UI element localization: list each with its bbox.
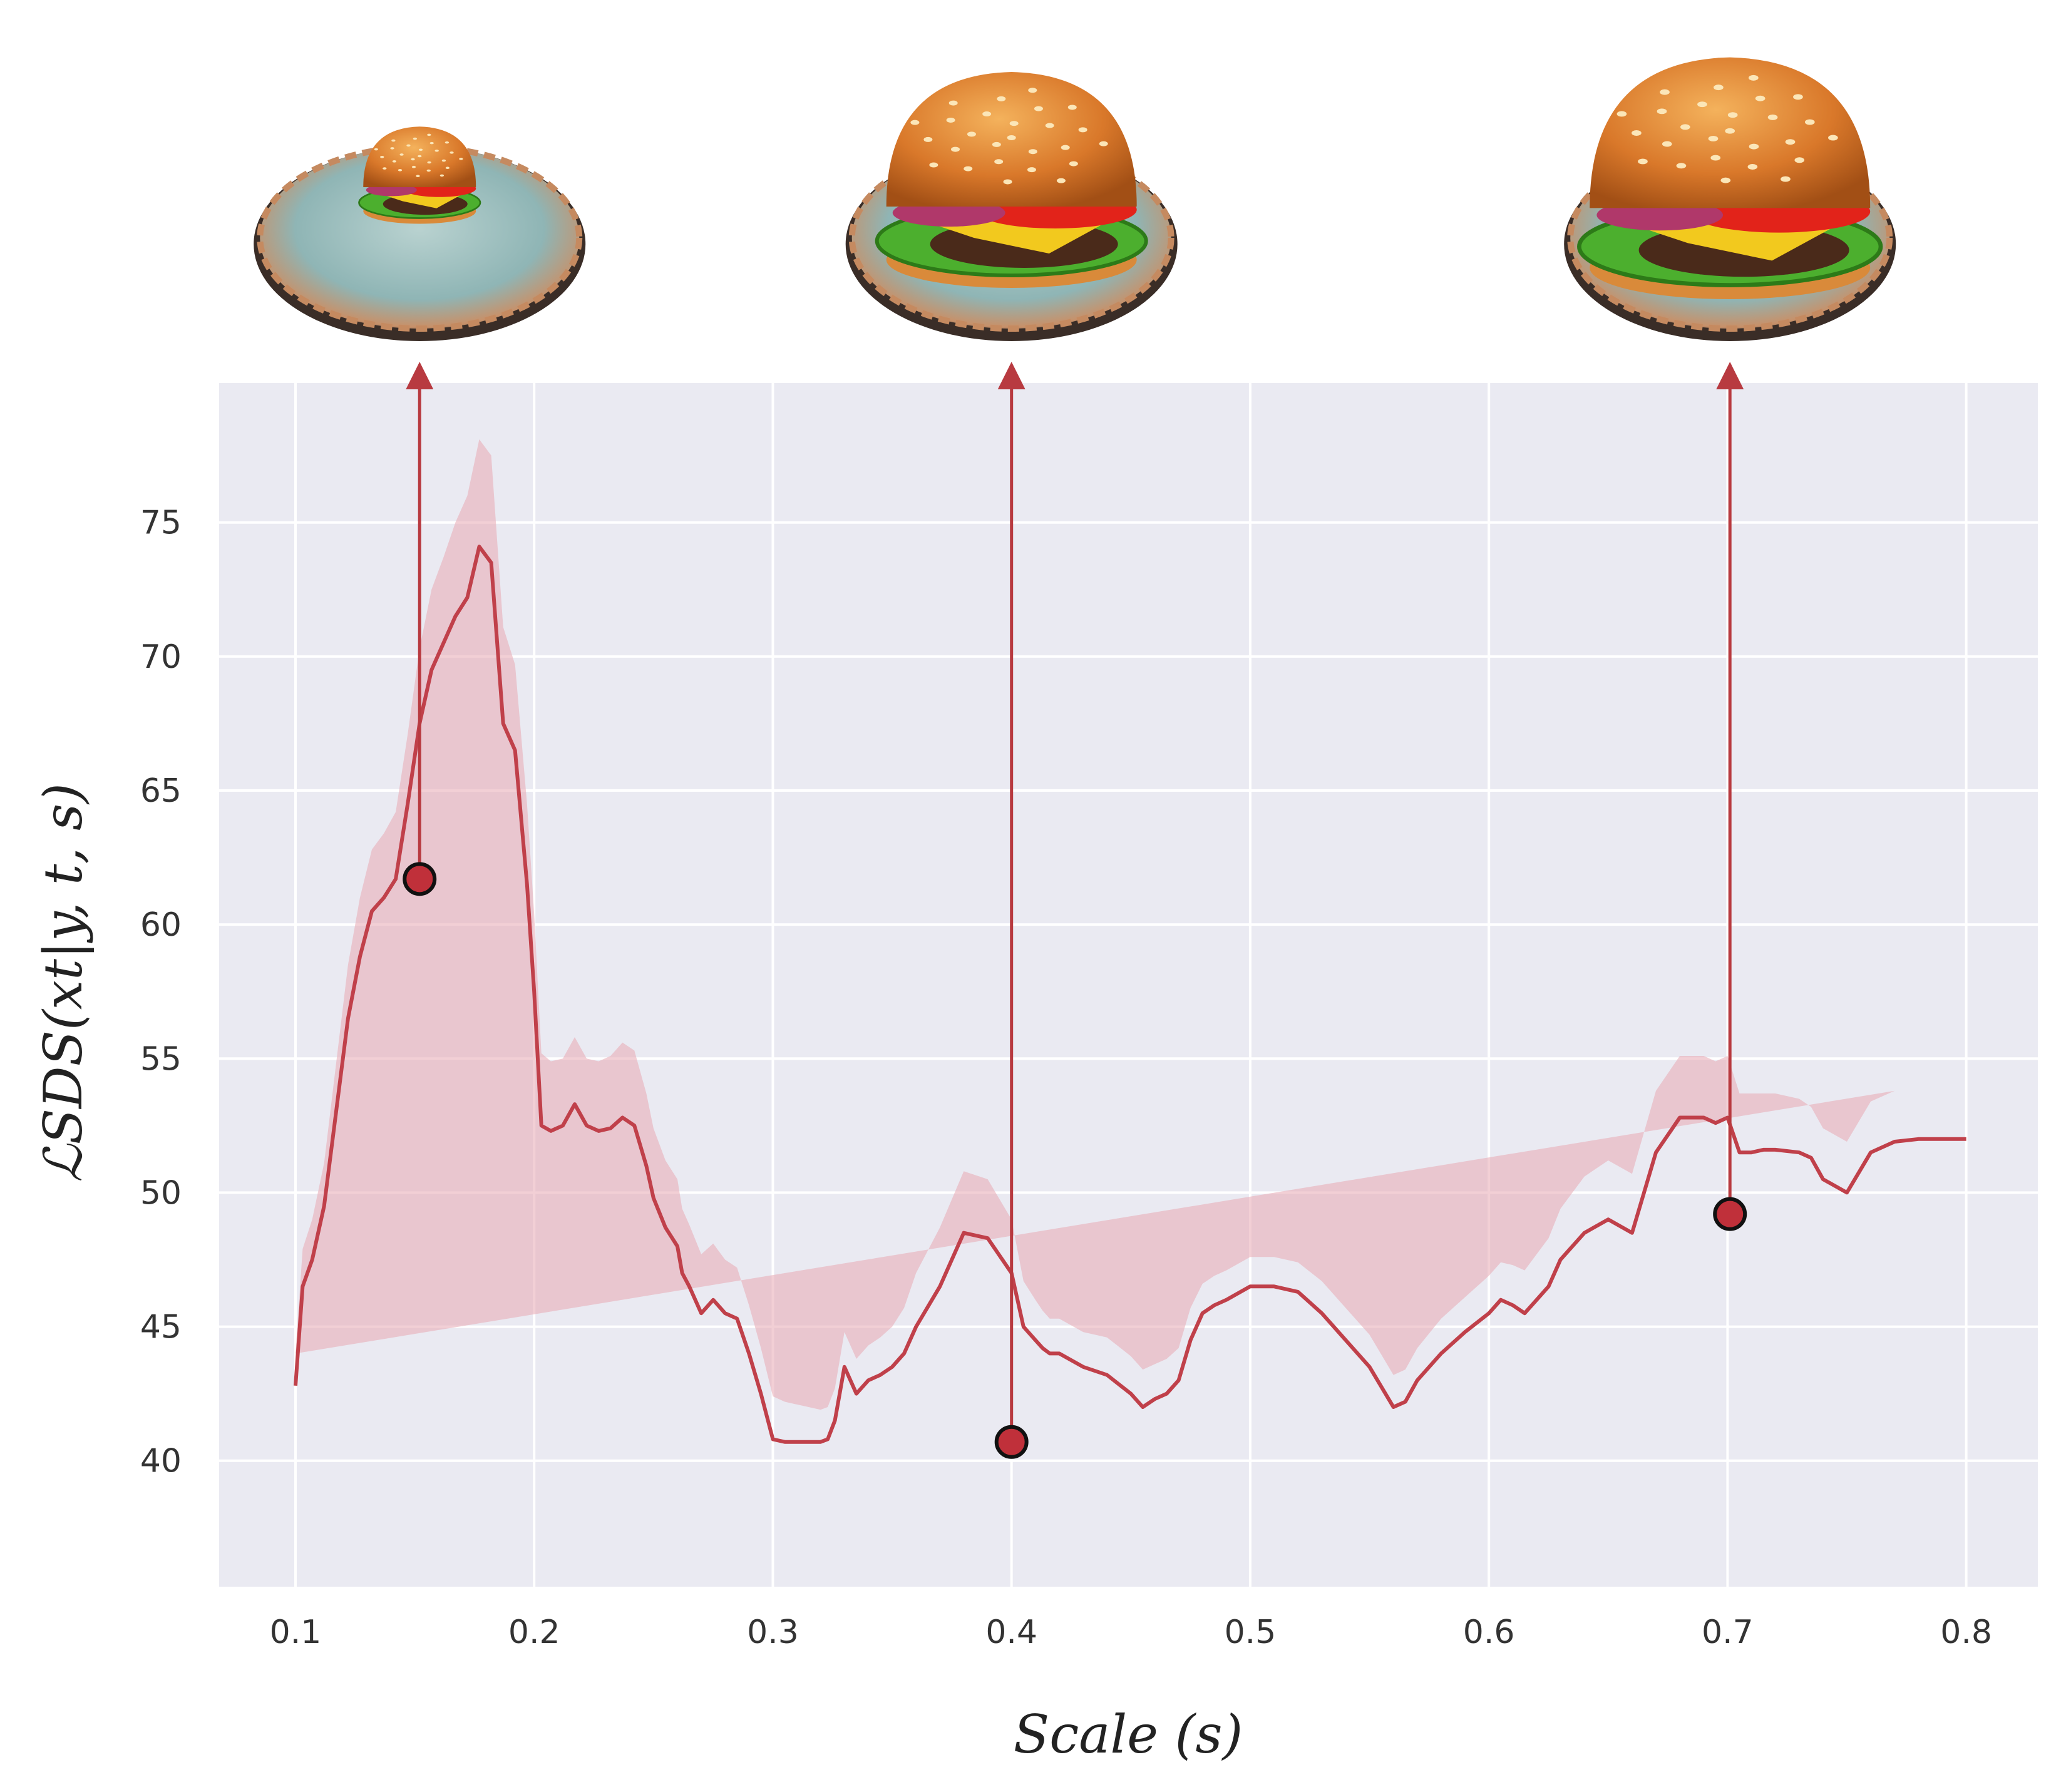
- burger-thumbnail: [254, 126, 586, 341]
- y-tick-label: 70: [140, 638, 182, 676]
- y-tick-label: 60: [140, 906, 182, 944]
- x-tick-label: 0.7: [1702, 1614, 1754, 1651]
- x-tick-label: 0.2: [508, 1614, 560, 1651]
- burger-thumbnail: [1564, 57, 1896, 341]
- x-tick-label: 0.8: [1940, 1614, 1992, 1651]
- y-tick-label: 45: [140, 1309, 182, 1346]
- highlighted-point: [994, 1425, 1029, 1459]
- y-tick-label: 65: [140, 772, 182, 810]
- y-axis-title: ℒSDS(xt|y, t, s): [33, 783, 94, 1182]
- thumbnail-layer: [254, 57, 1896, 341]
- confidence-band: [296, 439, 1895, 1410]
- confidence-band-layer: [296, 439, 1895, 1410]
- highlighted-point-layer: [403, 862, 1747, 1459]
- x-tick-label: 0.5: [1225, 1614, 1277, 1651]
- loss-series-line: [294, 545, 1966, 1444]
- burger-thumbnail: [845, 72, 1178, 341]
- series-line-layer: [294, 545, 1966, 1444]
- y-tick-label: 50: [140, 1174, 182, 1212]
- x-tick-label: 0.1: [270, 1614, 322, 1651]
- x-tick-label: 0.3: [747, 1614, 799, 1651]
- y-tick-label: 40: [140, 1443, 182, 1480]
- x-tick-label: 0.6: [1463, 1614, 1515, 1651]
- highlighted-point: [403, 862, 437, 896]
- tick-label-layer: 0.1 0.2 0.3 0.4 0.5 0.6 0.7 0.8 40 45 50 55 60 65 70 75: [140, 504, 1992, 1651]
- x-axis-title: Scale (s): [1014, 1704, 1243, 1765]
- highlighted-point: [1713, 1197, 1747, 1231]
- x-tick-label: 0.4: [985, 1614, 1037, 1651]
- y-tick-label: 55: [140, 1040, 182, 1078]
- y-tick-label: 75: [140, 504, 182, 542]
- arrow-layer: [406, 362, 1744, 1442]
